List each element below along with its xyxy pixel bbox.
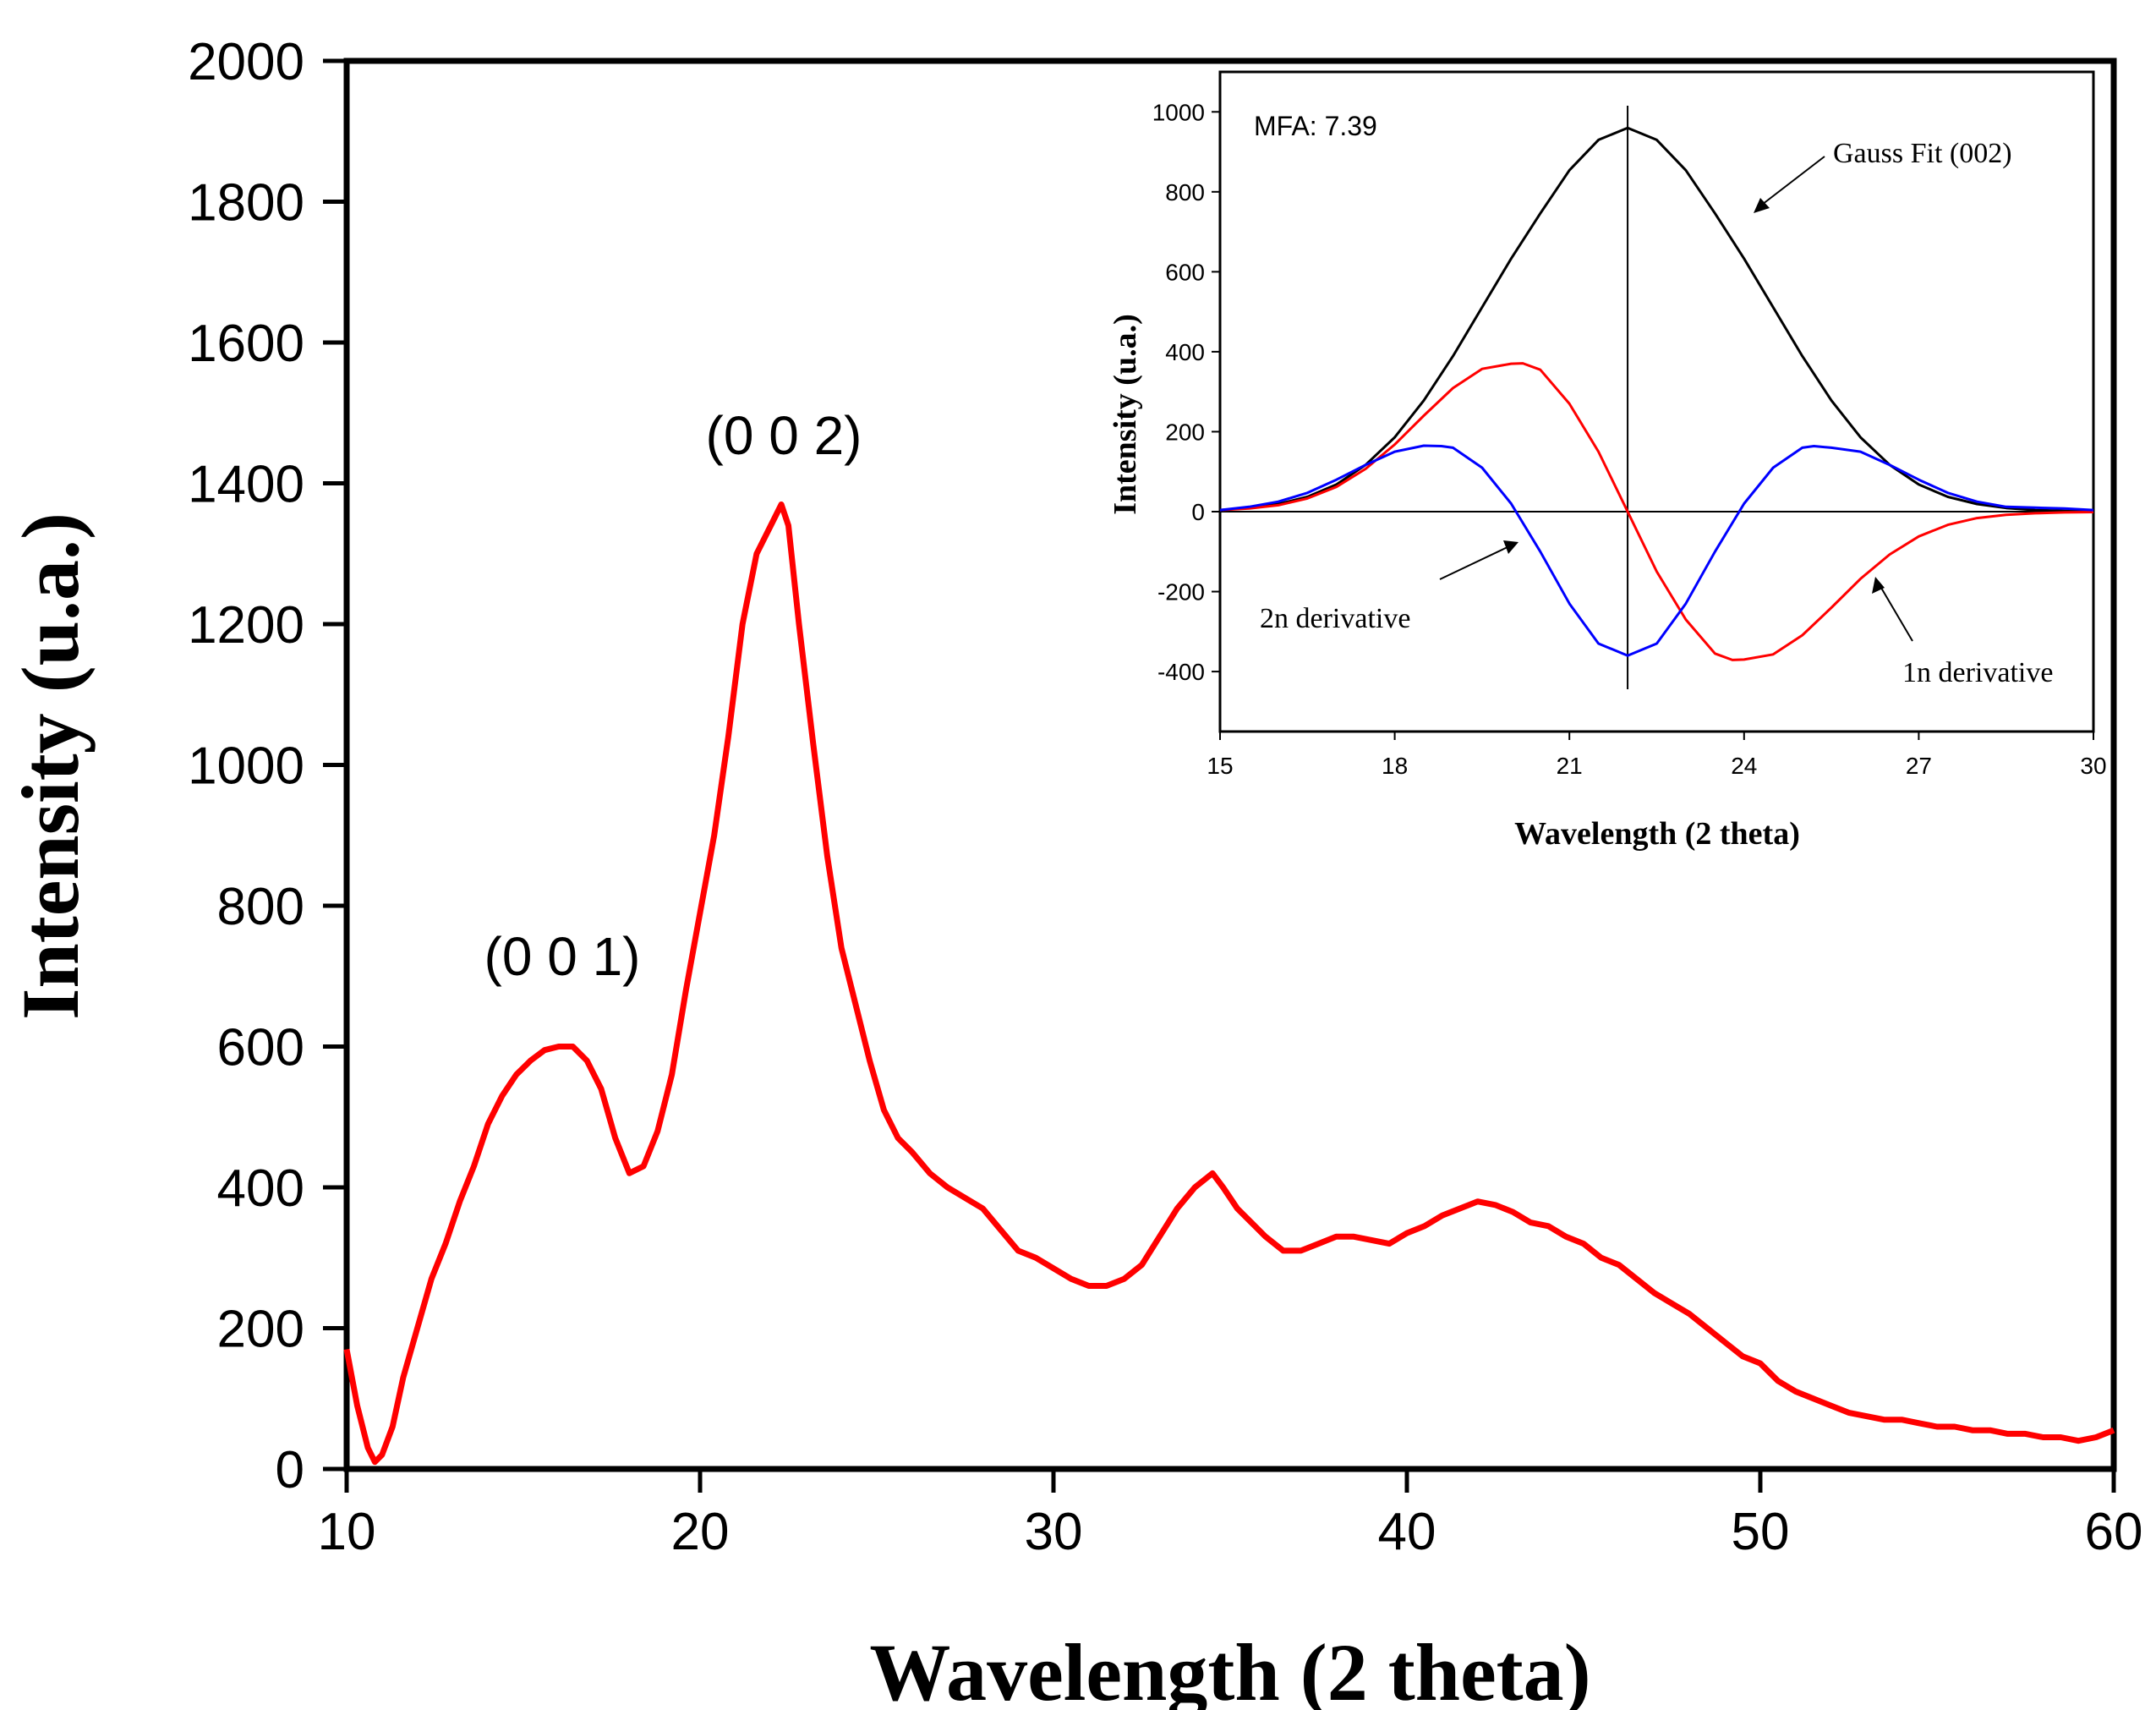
inset-x-tick-label: 30 bbox=[2080, 753, 2106, 779]
inset-y-tick-label: 1000 bbox=[1152, 99, 1205, 125]
main-x-axis-title: Wavelength (2 theta) bbox=[869, 1627, 1590, 1710]
main-x-tick-label: 10 bbox=[318, 1503, 376, 1561]
peak-label-001: (0 0 1) bbox=[484, 926, 641, 987]
inset-series-line-2 bbox=[1219, 444, 2094, 657]
main-y-tick-label: 0 bbox=[276, 1441, 304, 1499]
inset-plot-frame bbox=[1218, 70, 2095, 733]
main-y-tick-label: 1200 bbox=[188, 596, 304, 655]
main-x-tick-label: 30 bbox=[1025, 1503, 1083, 1561]
inset-y-tick-label: -400 bbox=[1157, 659, 1205, 685]
second-derivative-arrowhead bbox=[1503, 540, 1519, 554]
gauss-fit-label: Gauss Fit (002) bbox=[1833, 138, 2012, 169]
inset-axis-ticks: 15 18 21 24 27 30 -400 -200 0 200 400 600 800 1000 bbox=[1152, 99, 2107, 779]
main-x-tick-label: 40 bbox=[1378, 1503, 1436, 1561]
main-y-tick-label: 1800 bbox=[188, 174, 304, 233]
main-x-tick-label: 60 bbox=[2085, 1503, 2143, 1561]
main-y-tick-label: 600 bbox=[217, 1019, 304, 1077]
inset-annotation-arrows bbox=[1439, 156, 1913, 642]
main-series-line-0 bbox=[343, 501, 2115, 1466]
gauss-fit-arrow bbox=[1758, 156, 1825, 208]
main-y-tick-label: 1400 bbox=[188, 456, 304, 514]
inset-x-tick-label: 15 bbox=[1207, 753, 1233, 779]
first-derivative-arrow bbox=[1878, 583, 1913, 642]
main-series-group bbox=[343, 501, 2115, 1466]
main-y-tick-label: 1000 bbox=[188, 737, 304, 796]
inset-y-axis-title: Intensity (u.a.) bbox=[1108, 314, 1143, 515]
inset-y-tick-label: 400 bbox=[1165, 339, 1205, 365]
mfa-label: MFA: 7.39 bbox=[1254, 111, 1377, 141]
main-y-tick-label: 2000 bbox=[188, 33, 304, 91]
inset-y-tick-label: 600 bbox=[1165, 259, 1205, 285]
peak-label-002: (0 0 2) bbox=[706, 405, 862, 466]
inset-series-group bbox=[1219, 106, 2094, 689]
inset-x-axis-title: Wavelength (2 theta) bbox=[1514, 816, 1800, 852]
inset-y-tick-label: 0 bbox=[1191, 499, 1205, 525]
main-y-axis-title: Intensity (u.a.) bbox=[5, 512, 96, 1020]
main-y-tick-label: 400 bbox=[217, 1159, 304, 1218]
inset-x-tick-label: 27 bbox=[1906, 753, 1932, 779]
inset-x-tick-label: 18 bbox=[1382, 753, 1408, 779]
main-y-tick-label: 800 bbox=[217, 878, 304, 936]
first-derivative-label: 1n derivative bbox=[1902, 657, 2053, 688]
main-y-tick-label: 200 bbox=[217, 1301, 304, 1359]
gauss-fit-arrowhead bbox=[1754, 198, 1770, 213]
main-y-tick-label: 1600 bbox=[188, 315, 304, 373]
main-axis-ticks: 10 20 30 40 50 600200400600800100012001400160… bbox=[188, 33, 2142, 1561]
main-x-tick-label: 50 bbox=[1732, 1503, 1790, 1561]
inset-x-tick-label: 24 bbox=[1731, 753, 1757, 779]
inset-y-tick-label: -200 bbox=[1157, 579, 1205, 606]
inset-y-tick-label: 200 bbox=[1165, 419, 1205, 445]
second-derivative-arrow bbox=[1439, 545, 1510, 580]
inset-y-tick-label: 800 bbox=[1165, 179, 1205, 206]
second-derivative-label: 2n derivative bbox=[1260, 603, 1410, 634]
main-x-tick-label: 20 bbox=[671, 1503, 730, 1561]
inset-x-tick-label: 21 bbox=[1557, 753, 1583, 779]
first-derivative-arrowhead bbox=[1872, 577, 1885, 594]
